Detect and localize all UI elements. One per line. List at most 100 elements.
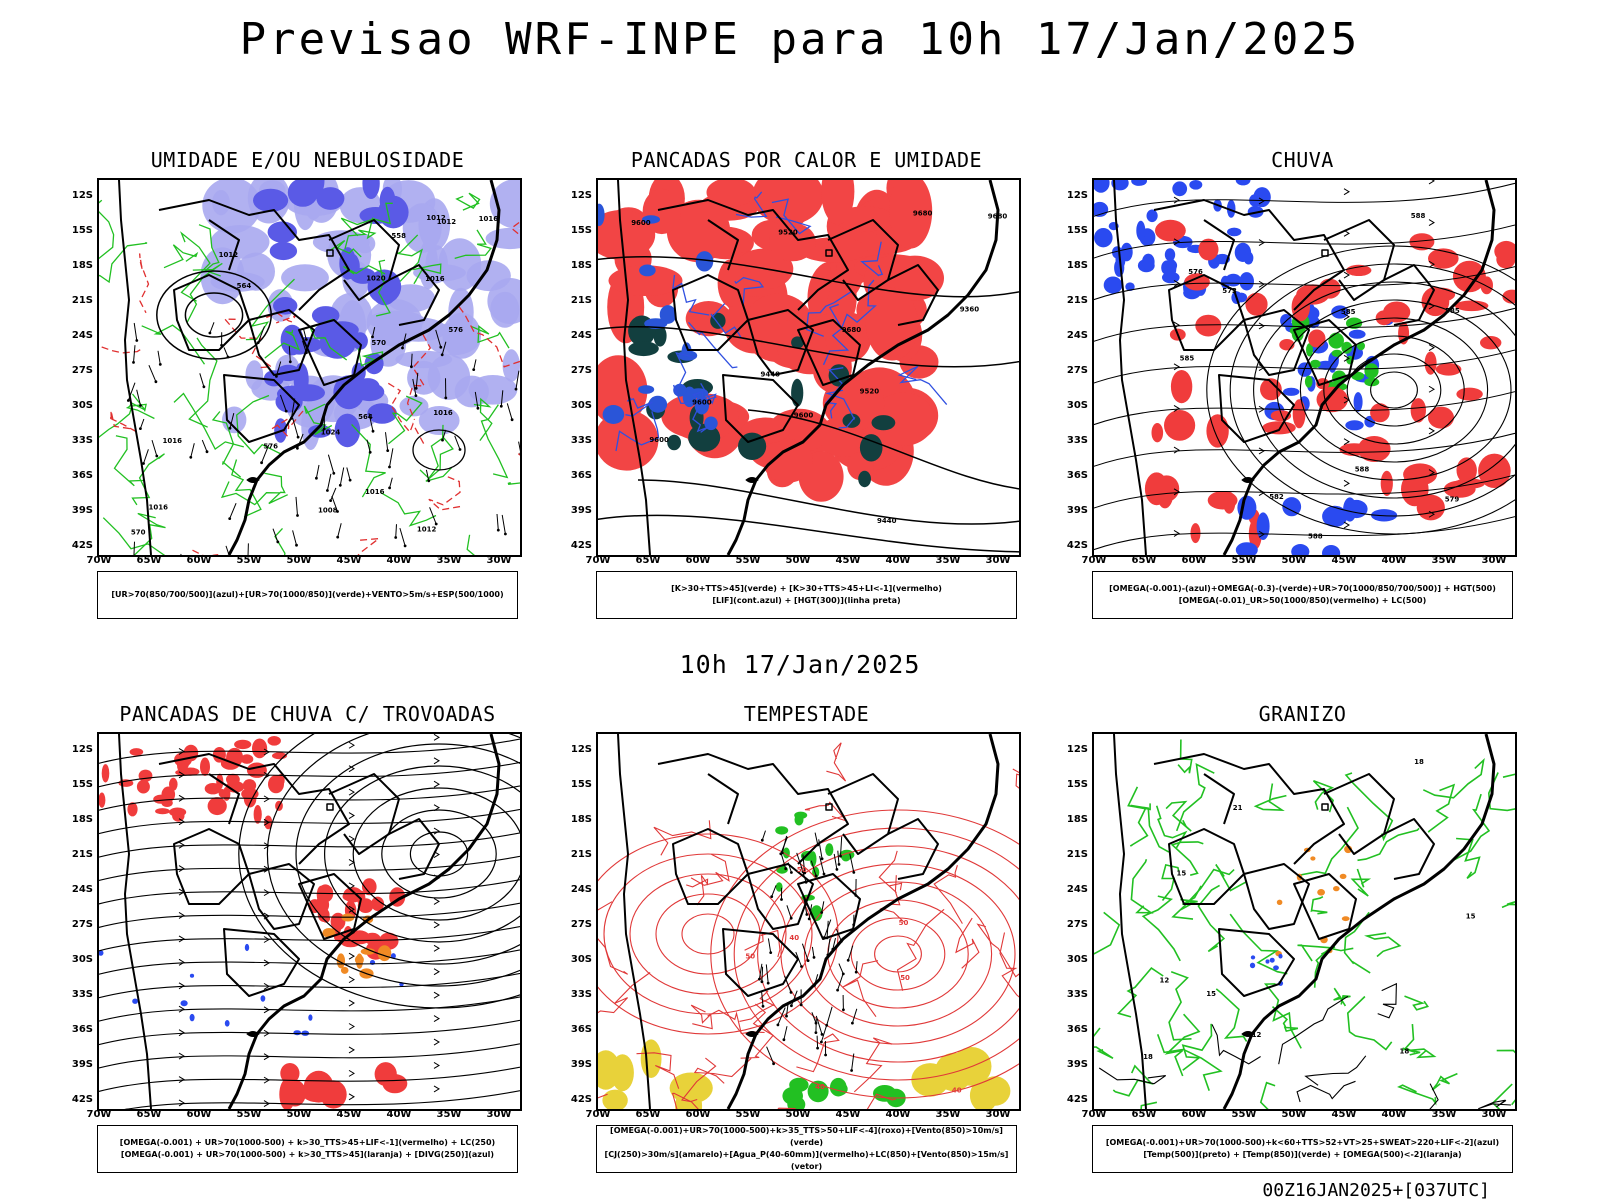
contour-label: 9440: [761, 370, 781, 378]
contour-label: 564: [358, 413, 373, 421]
lat-tick-label: 15S: [63, 225, 93, 236]
lat-tick-label: 30S: [562, 954, 592, 965]
lon-tick-label: 40W: [384, 555, 414, 566]
lon-tick-label: 30W: [1479, 1109, 1509, 1120]
legend-line: [OMEGA(-0.01)_UR>50(1000/850)(vermelho) …: [1093, 595, 1512, 607]
lat-tick-label: 24S: [63, 884, 93, 895]
lat-tick-label: 42S: [1058, 1094, 1088, 1105]
contour-label: 15: [1177, 870, 1187, 878]
lon-tick-label: 55W: [1229, 555, 1259, 566]
lat-tick-label: 42S: [562, 1094, 592, 1105]
legend-line: [OMEGA(-0.001) + UR>70(1000-500) + k>30_…: [98, 1149, 517, 1161]
lat-tick-label: 27S: [63, 365, 93, 376]
lat-tick-label: 15S: [1058, 779, 1088, 790]
map-layer-umidade: 1012101210161016101610081012101210161016…: [99, 180, 520, 555]
contour-label: 585: [1180, 355, 1195, 363]
contour-label: 588: [1308, 533, 1323, 541]
lat-tick-label: 15S: [562, 225, 592, 236]
contour-label: 1016: [163, 437, 183, 445]
legend-line: [K>30+TTS>45](verde) + [K>30+TTS>45+LI<-…: [597, 583, 1016, 595]
contour-label: 15: [1206, 990, 1216, 998]
lon-tick-label: 40W: [883, 1109, 913, 1120]
lat-tick-label: 21S: [63, 295, 93, 306]
lat-tick-label: 39S: [63, 1059, 93, 1070]
lon-tick-label: 70W: [1079, 555, 1109, 566]
contour-label: 15: [1466, 913, 1476, 921]
contour-label: 9600: [692, 399, 712, 407]
lon-tick-label: 60W: [184, 1109, 214, 1120]
lat-tick-label: 33S: [562, 989, 592, 1000]
lon-tick-label: 45W: [833, 555, 863, 566]
contour-label: 573: [1222, 287, 1237, 295]
panel-title-chuva: CHUVA: [1032, 148, 1573, 172]
contour-label: 18: [1414, 758, 1424, 766]
legend-tempestade: [OMEGA(-0.001)+UR>70(1000-500)+k>35_TTS>…: [596, 1125, 1017, 1173]
lat-tick-label: 18S: [1058, 814, 1088, 825]
lon-tick-label: 30W: [983, 555, 1013, 566]
lat-tick-label: 39S: [562, 1059, 592, 1070]
panel-title-umidade: UMIDADE E/OU NEBULOSIDADE: [37, 148, 578, 172]
model-run-label: 00Z16JAN2025+[037UTC]: [1262, 1180, 1490, 1201]
lat-tick-label: 33S: [63, 989, 93, 1000]
contour-label: 9600: [631, 219, 651, 227]
contour-label: 9600: [649, 436, 669, 444]
legend-line: [OMEGA(-0.001) + UR>70(1000-500) + k>30_…: [98, 1137, 517, 1149]
contour-label: 1016: [433, 409, 453, 417]
lon-tick-label: 65W: [134, 555, 164, 566]
lon-tick-label: 70W: [84, 555, 114, 566]
lat-tick-label: 27S: [562, 365, 592, 376]
lon-tick-label: 60W: [184, 555, 214, 566]
lat-tick-label: 21S: [1058, 295, 1088, 306]
lat-tick-label: 21S: [562, 295, 592, 306]
lon-tick-label: 30W: [484, 1109, 514, 1120]
lat-tick-label: 12S: [1058, 744, 1088, 755]
contour-label: 564: [237, 282, 252, 290]
legend-line: [OMEGA(-0.001)+UR>70(1000-500)+k>35_TTS>…: [597, 1125, 1016, 1149]
map-layer-trovoadas: [99, 734, 520, 1109]
lon-tick-label: 45W: [334, 555, 364, 566]
lat-tick-label: 15S: [1058, 225, 1088, 236]
legend-line: [OMEGA(-0.001)-(azul)+OMEGA(-0.3)-(verde…: [1093, 583, 1512, 595]
lon-tick-label: 50W: [783, 1109, 813, 1120]
lat-tick-label: 24S: [562, 884, 592, 895]
contour-label: 585: [1445, 307, 1460, 315]
lon-tick-label: 55W: [234, 1109, 264, 1120]
lon-tick-label: 55W: [733, 1109, 763, 1120]
legend-chuva: [OMEGA(-0.001)-(azul)+OMEGA(-0.3)-(verde…: [1092, 571, 1513, 619]
contour-label: 18: [1400, 1048, 1410, 1056]
lat-tick-label: 36S: [1058, 1024, 1088, 1035]
lat-tick-label: 39S: [1058, 505, 1088, 516]
legend-line: [OMEGA(-0.001)+UR>70(1000-500)+k<60+TTS>…: [1093, 1137, 1512, 1149]
lat-tick-label: 33S: [1058, 435, 1088, 446]
lat-tick-label: 36S: [562, 1024, 592, 1035]
contour-label: 50: [745, 952, 755, 960]
lat-tick-label: 18S: [562, 814, 592, 825]
legend-umidade: [UR>70(850/700/500)](azul)+[UR>70(1000/8…: [97, 571, 518, 619]
legend-granizo: [OMEGA(-0.001)+UR>70(1000-500)+k<60+TTS>…: [1092, 1125, 1513, 1173]
lat-tick-label: 18S: [63, 260, 93, 271]
lon-tick-label: 65W: [134, 1109, 164, 1120]
contour-label: 588: [1355, 466, 1370, 474]
map-trovoadas: [97, 732, 522, 1111]
lat-tick-label: 39S: [562, 505, 592, 516]
lon-tick-label: 40W: [883, 555, 913, 566]
contour-label: 1024: [321, 428, 341, 436]
contour-label: 12: [1160, 976, 1170, 984]
lat-tick-label: 39S: [1058, 1059, 1088, 1070]
panel-title-granizo: GRANIZO: [1032, 702, 1573, 726]
lat-tick-label: 24S: [562, 330, 592, 341]
lon-tick-label: 50W: [284, 1109, 314, 1120]
lat-tick-label: 12S: [1058, 190, 1088, 201]
lon-tick-label: 70W: [583, 1109, 613, 1120]
lat-tick-label: 21S: [562, 849, 592, 860]
lat-tick-label: 18S: [1058, 260, 1088, 271]
lon-tick-label: 35W: [933, 1109, 963, 1120]
lon-tick-label: 70W: [84, 1109, 114, 1120]
lon-tick-label: 70W: [1079, 1109, 1109, 1120]
contour-label: 9680: [842, 326, 862, 334]
